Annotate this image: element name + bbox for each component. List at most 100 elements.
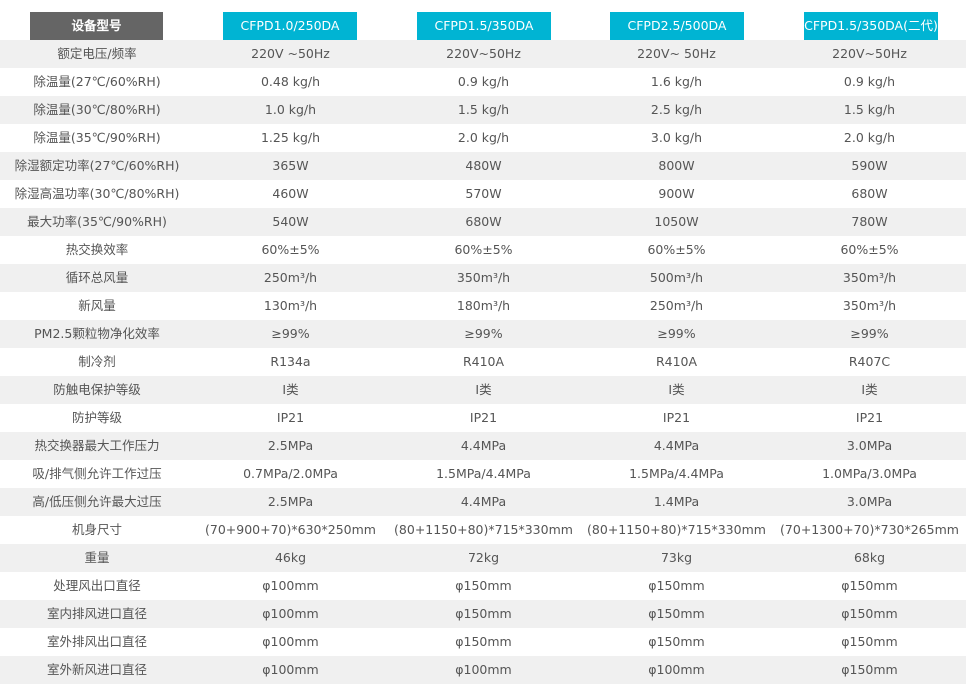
table-cell: I类: [668, 382, 685, 397]
table-row: 除温量(27℃/60%RH) 0.48 kg/h 0.9 kg/h 1.6 kg/h 0…: [0, 68, 966, 96]
table-cell: 1.0MPa/3.0MPa: [822, 466, 917, 481]
table-cell: 3.0 kg/h: [650, 130, 703, 145]
table-cell: φ150mm: [455, 634, 512, 649]
table-cell: φ100mm: [262, 634, 319, 649]
table-row: 除湿额定功率(27℃/60%RH) 365W 480W 800W 590W: [0, 152, 966, 180]
row-label: 新风量: [78, 298, 116, 313]
table-row: 热交换效率 60%±5% 60%±5% 60%±5% 60%±5%: [0, 236, 966, 264]
table-row: 除温量(30℃/80%RH) 1.0 kg/h 1.5 kg/h 2.5 kg/h 1.…: [0, 96, 966, 124]
table-cell: (80+1150+80)*715*330mm: [394, 522, 573, 537]
table-cell: φ150mm: [648, 634, 705, 649]
row-label: 防护等级: [71, 410, 122, 425]
table-cell: 540W: [272, 214, 309, 229]
row-label: 机身尺寸: [71, 522, 122, 537]
table-cell: 180m³/h: [456, 298, 511, 313]
row-label: 除温量(27℃/60%RH): [33, 74, 161, 89]
row-label: 最大功率(35℃/90%RH): [27, 214, 167, 229]
table-cell: 900W: [658, 186, 695, 201]
table-cell: 0.48 kg/h: [260, 74, 321, 89]
row-label: 除温量(35℃/90%RH): [33, 130, 161, 145]
table-cell: φ150mm: [648, 606, 705, 621]
table-row: 重量 46kg 72kg 73kg 68kg: [0, 544, 966, 572]
row-label: 除湿额定功率(27℃/60%RH): [14, 158, 180, 173]
row-label: 高/低压侧允许最大过压: [32, 494, 162, 509]
table-cell: 0.7MPa/2.0MPa: [243, 466, 338, 481]
table-cell: 2.5 kg/h: [650, 102, 703, 117]
table-cell: ≥99%: [657, 326, 696, 341]
table-cell: IP21: [855, 410, 884, 425]
table-cell: 365W: [272, 158, 309, 173]
table-cell: 4.4MPa: [460, 494, 507, 509]
table-row: 机身尺寸 (70+900+70)*630*250mm (80+1150+80)*71…: [0, 516, 966, 544]
table-cell: I类: [282, 382, 299, 397]
table-cell: R410A: [462, 354, 505, 369]
table-row: 新风量 130m³/h 180m³/h 250m³/h 350m³/h: [0, 292, 966, 320]
header-model: CFPD1.5/350DA(二代): [804, 12, 938, 40]
table-cell: φ150mm: [841, 634, 898, 649]
table-cell: 590W: [851, 158, 888, 173]
table-cell: 800W: [658, 158, 695, 173]
table-cell: φ100mm: [262, 662, 319, 677]
table-cell: φ100mm: [648, 662, 705, 677]
table-cell: φ150mm: [648, 578, 705, 593]
table-cell: 0.9 kg/h: [843, 74, 896, 89]
table-cell: IP21: [662, 410, 691, 425]
table-cell: 1.5MPa/4.4MPa: [436, 466, 531, 481]
table-row: 处理风出口直径 φ100mm φ150mm φ150mm φ150mm: [0, 572, 966, 600]
table-row: 热交换器最大工作压力 2.5MPa 4.4MPa 4.4MPa 3.0MPa: [0, 432, 966, 460]
row-label: 除温量(30℃/80%RH): [33, 102, 161, 117]
table-cell: 60%±5%: [454, 242, 513, 257]
table-row: 防护等级 IP21 IP21 IP21 IP21: [0, 404, 966, 432]
row-label: 吸/排气侧允许工作过压: [32, 466, 162, 481]
table-row: 室外排风出口直径 φ100mm φ150mm φ150mm φ150mm: [0, 628, 966, 656]
header-model: CFPD2.5/500DA: [610, 12, 744, 40]
row-label: 热交换器最大工作压力: [34, 438, 160, 453]
table-cell: 73kg: [660, 550, 693, 565]
table-row: 除温量(35℃/90%RH) 1.25 kg/h 2.0 kg/h 3.0 kg/h 2…: [0, 124, 966, 152]
header-model: CFPD1.5/350DA: [417, 12, 551, 40]
table-cell: 3.0MPa: [846, 494, 893, 509]
table-cell: IP21: [276, 410, 305, 425]
table-cell: 2.5MPa: [267, 494, 314, 509]
row-label: 重量: [84, 550, 110, 565]
table-cell: 1.5 kg/h: [457, 102, 510, 117]
table-cell: 68kg: [853, 550, 886, 565]
row-label: 室内排风进口直径: [46, 606, 147, 621]
table-row: 除湿高温功率(30℃/80%RH) 460W 570W 900W 680W: [0, 180, 966, 208]
table-cell: (70+1300+70)*730*265mm: [780, 522, 959, 537]
table-row: 额定电压/频率 220V ~50Hz 220V~50Hz 220V~ 50Hz 220V…: [0, 40, 966, 68]
table-cell: 1.0 kg/h: [264, 102, 317, 117]
table-cell: 1.4MPa: [653, 494, 700, 509]
table-cell: φ150mm: [841, 606, 898, 621]
row-label: 除湿高温功率(30℃/80%RH): [14, 186, 180, 201]
table-cell: φ150mm: [455, 578, 512, 593]
table-cell: 570W: [465, 186, 502, 201]
table-row: 吸/排气侧允许工作过压 0.7MPa/2.0MPa 1.5MPa/4.4MPa 1.5…: [0, 460, 966, 488]
table-cell: 780W: [851, 214, 888, 229]
table-cell: 2.0 kg/h: [457, 130, 510, 145]
table-cell: 130m³/h: [263, 298, 318, 313]
table-cell: φ100mm: [262, 578, 319, 593]
table-row: 室内排风进口直径 φ100mm φ150mm φ150mm φ150mm: [0, 600, 966, 628]
table-cell: 1.25 kg/h: [260, 130, 321, 145]
table-row: 防触电保护等级 I类 I类 I类 I类: [0, 376, 966, 404]
spec-table-body: 额定电压/频率 220V ~50Hz 220V~50Hz 220V~ 50Hz 220V…: [0, 40, 966, 684]
table-cell: 250m³/h: [649, 298, 704, 313]
table-cell: 350m³/h: [456, 270, 511, 285]
row-label: 制冷剂: [78, 354, 116, 369]
table-cell: I类: [861, 382, 878, 397]
table-cell: IP21: [469, 410, 498, 425]
table-cell: 46kg: [274, 550, 307, 565]
row-label: PM2.5颗粒物净化效率: [34, 326, 160, 341]
table-cell: (80+1150+80)*715*330mm: [587, 522, 766, 537]
table-cell: φ150mm: [841, 578, 898, 593]
table-cell: 1050W: [654, 214, 699, 229]
table-cell: 1.5MPa/4.4MPa: [629, 466, 724, 481]
table-cell: ≥99%: [464, 326, 503, 341]
table-row: PM2.5颗粒物净化效率 ≥99% ≥99% ≥99% ≥99%: [0, 320, 966, 348]
table-cell: 60%±5%: [647, 242, 706, 257]
table-cell: ≥99%: [271, 326, 310, 341]
table-cell: 460W: [272, 186, 309, 201]
row-label: 室外排风出口直径: [46, 634, 147, 649]
table-cell: 680W: [851, 186, 888, 201]
